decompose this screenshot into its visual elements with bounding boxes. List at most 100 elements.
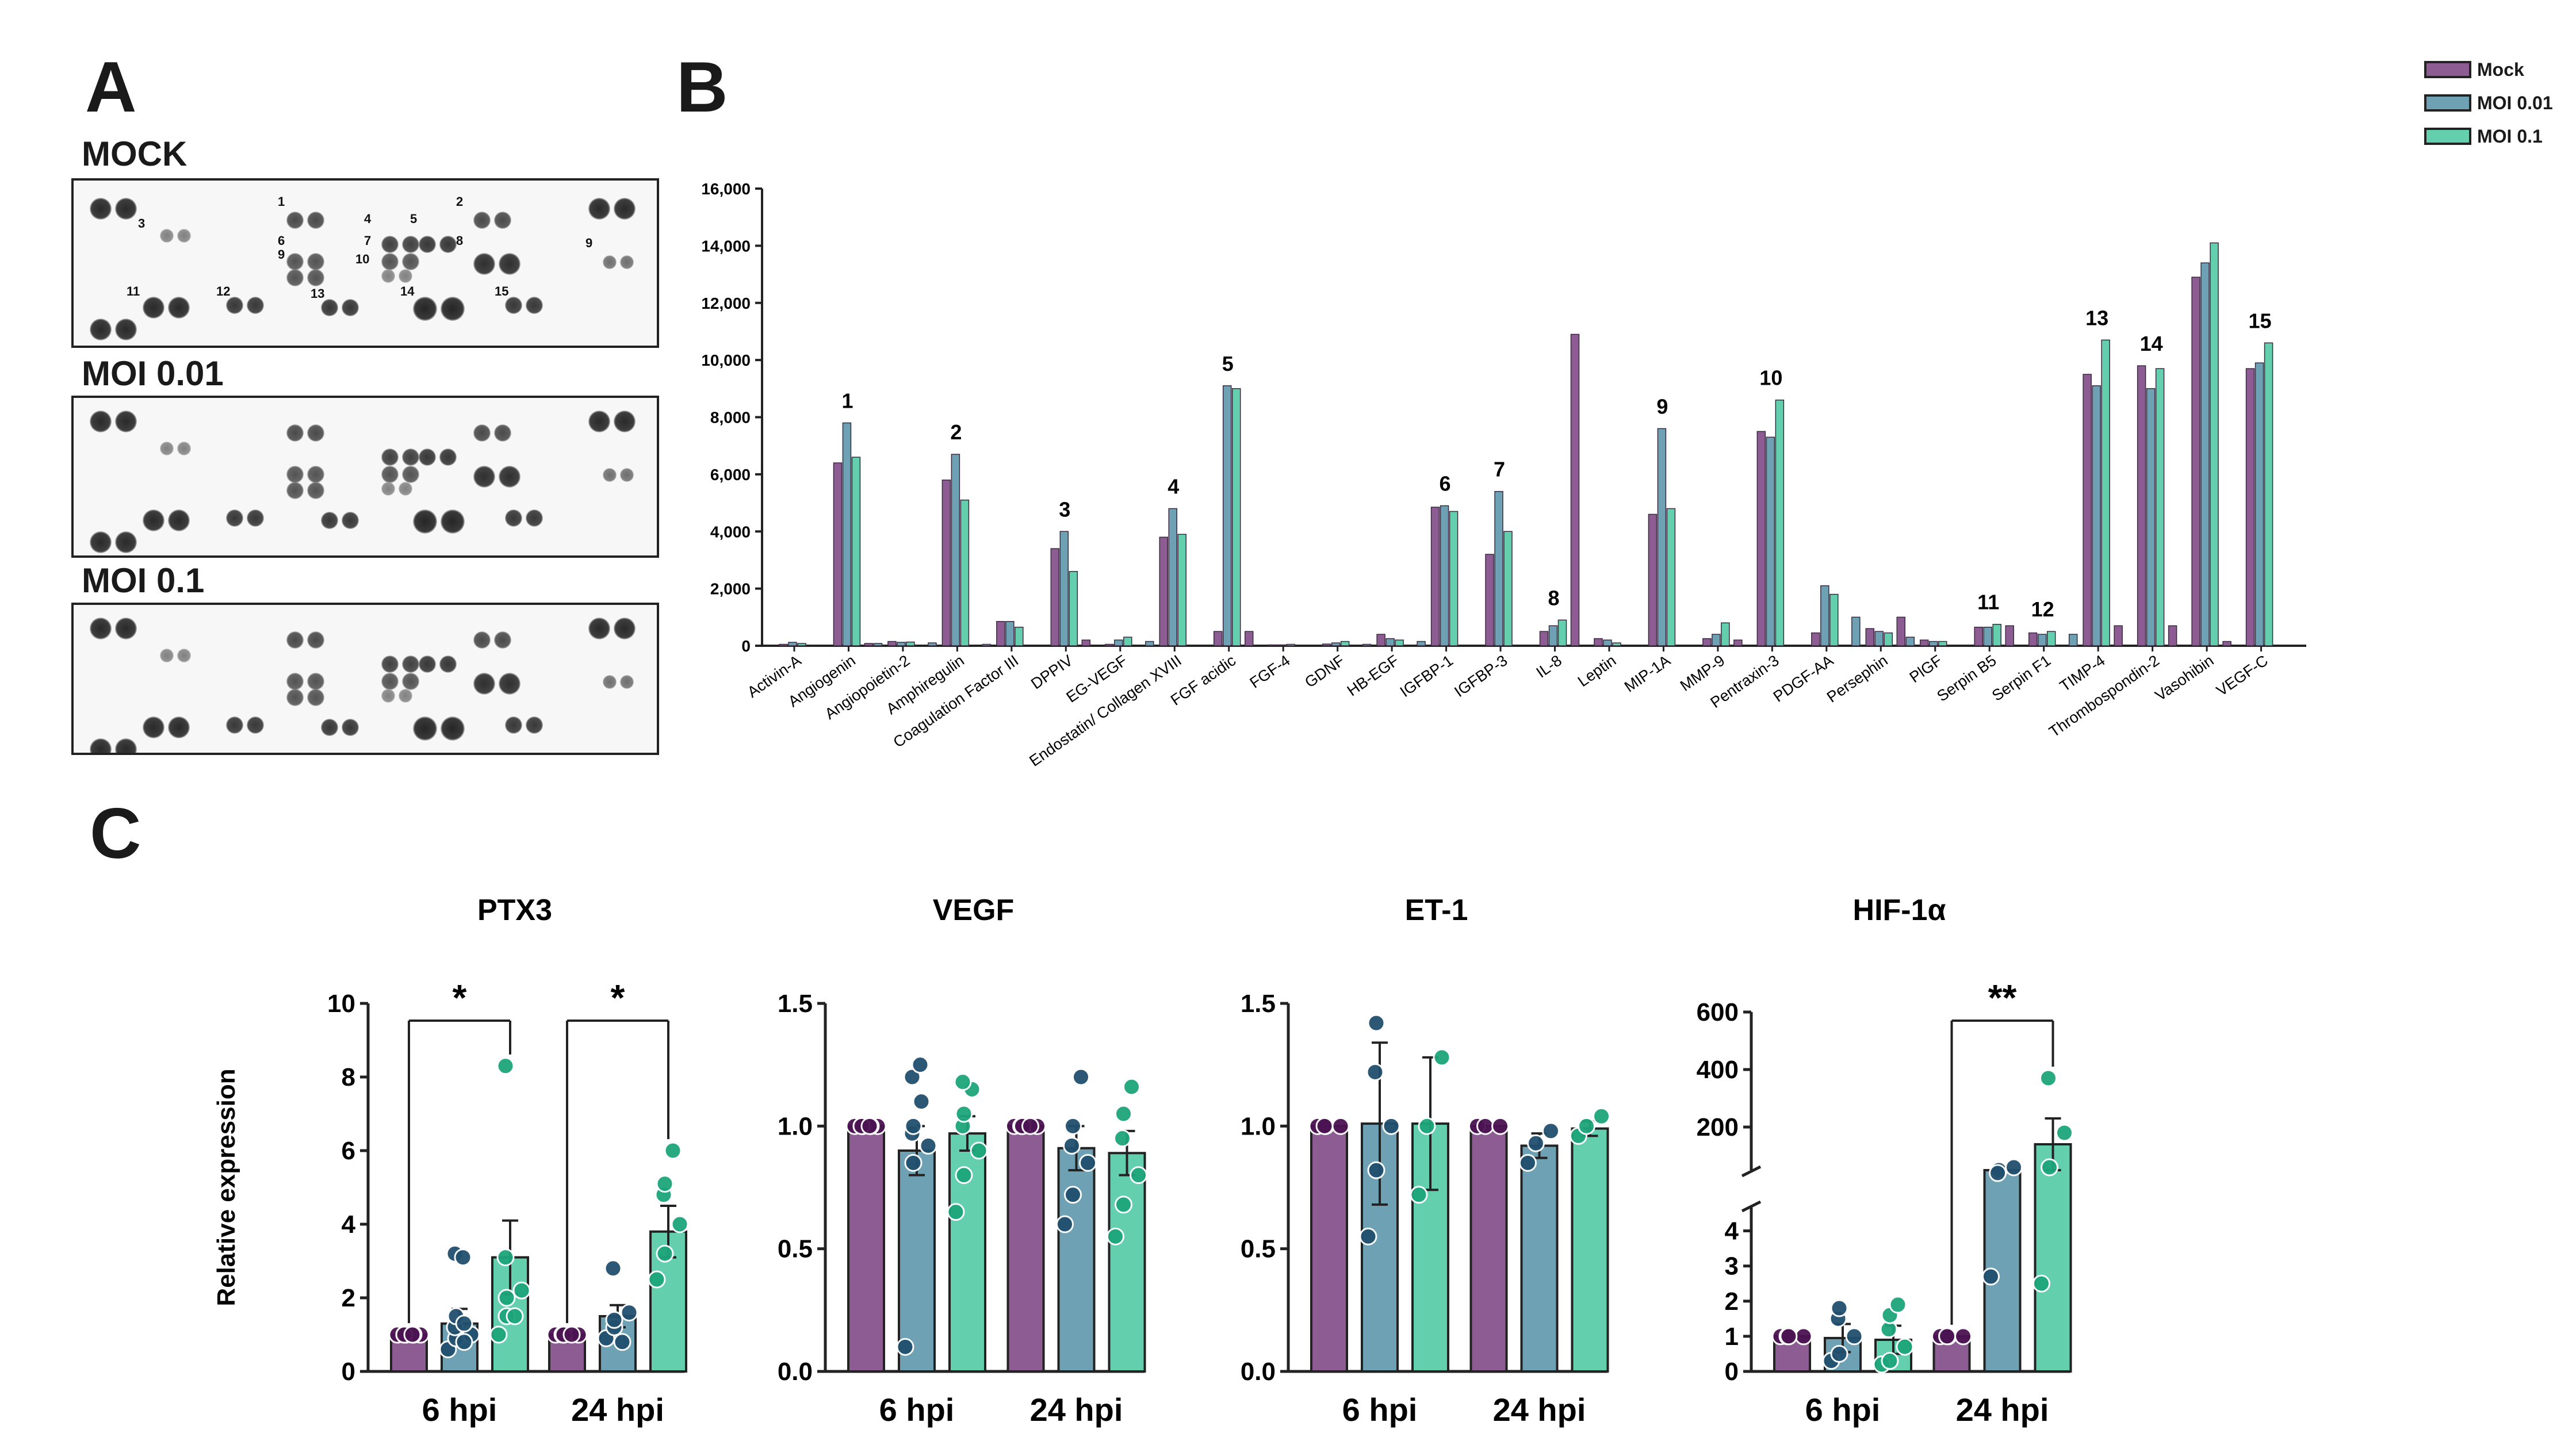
blot-spot <box>381 689 395 703</box>
bar-annotation: 1 <box>841 389 853 412</box>
x-tick-label: DPPIV <box>1028 651 1076 692</box>
bar-moi-0-01 <box>1057 1147 1096 1373</box>
data-point <box>1315 1117 1334 1135</box>
data-point <box>496 1057 515 1075</box>
legend-label: Mock <box>2477 59 2524 80</box>
blot-spot <box>321 512 338 529</box>
data-point <box>613 1333 631 1351</box>
blot-spot <box>307 212 324 229</box>
bar-mock <box>1920 639 1929 646</box>
bar-mock <box>847 1125 885 1373</box>
legend-item-mock: Mock <box>2424 53 2553 86</box>
x-tick-label: VEGF-C <box>2213 651 2271 699</box>
data-point <box>954 1073 972 1091</box>
blot-spot <box>143 509 164 531</box>
bar-annotation: 5 <box>1222 352 1234 375</box>
blot-spot <box>505 297 522 314</box>
blot-spot <box>381 482 395 496</box>
blot-spot <box>413 716 437 741</box>
blot-spot <box>160 649 174 662</box>
y-tick-label: 1.0 <box>1241 1112 1276 1140</box>
bar-moi-0-01 <box>2037 634 2047 646</box>
legend-swatch-moi01 <box>2424 128 2471 145</box>
bar-mock <box>1430 507 1440 646</box>
panel-label-c: C <box>90 794 141 873</box>
bar-mock <box>1756 431 1766 646</box>
data-point <box>1064 1117 1082 1135</box>
blot-spot-label: 2 <box>456 194 464 209</box>
bar-mock <box>1006 1125 1045 1373</box>
y-tick-label: 0.0 <box>1241 1358 1276 1386</box>
data-point <box>970 1141 988 1160</box>
bar-secondary <box>1851 616 1861 646</box>
x-tick-label: Serpin B5 <box>1934 651 1999 705</box>
bar-secondary <box>2114 625 2123 646</box>
blot-spot <box>247 297 264 314</box>
data-point <box>562 1325 581 1344</box>
bar-moi-0-01 <box>788 642 797 646</box>
bar-secondary <box>1145 641 1154 646</box>
blot-spot <box>439 656 457 673</box>
blot-spot <box>494 631 511 649</box>
data-point <box>1130 1166 1147 1185</box>
bar-mock <box>2137 365 2146 646</box>
blot-spot <box>473 424 491 442</box>
chart-title: ET-1 <box>1405 894 1468 927</box>
bar-moi-0-01 <box>1548 625 1558 646</box>
blot-spot <box>286 673 304 690</box>
blot-spot <box>168 509 190 531</box>
data-point <box>1367 1161 1385 1179</box>
blot-moi001 <box>71 396 659 558</box>
bar-annotation: 13 <box>2085 306 2108 329</box>
blot-title-moi01: MOI 0.1 <box>82 561 205 600</box>
data-point <box>1476 1117 1494 1135</box>
data-point <box>955 1166 973 1185</box>
panel-label-a: A <box>85 48 137 127</box>
bar-moi-0-1 <box>1571 1127 1609 1373</box>
y-tick-label: 1.0 <box>778 1112 813 1140</box>
bar-mock <box>1594 638 1603 646</box>
x-tick-label: GDNF <box>1302 651 1348 691</box>
bar-moi-0-1 <box>1503 531 1513 646</box>
bar-mock <box>1322 643 1331 646</box>
blot-spot <box>381 236 399 253</box>
data-point <box>1072 1068 1090 1086</box>
y-tick-label: 1 <box>1725 1323 1739 1351</box>
bar-moi-0-1 <box>851 457 861 646</box>
blot-spot <box>342 299 359 316</box>
bar-moi-0-1 <box>1938 641 1947 646</box>
x-tick-label: 24 hpi <box>1030 1392 1123 1428</box>
blot-spot <box>499 466 520 488</box>
data-point <box>1845 1327 1863 1346</box>
blot-spot-label: 15 <box>495 284 509 298</box>
data-point <box>860 1117 879 1135</box>
data-point <box>947 1203 965 1221</box>
blot-spot <box>90 319 112 340</box>
bar-moi-0-01 <box>1385 638 1395 646</box>
bar-mock <box>1268 644 1277 646</box>
bar-mock <box>1539 631 1549 646</box>
bar-mock <box>1974 626 1983 646</box>
bar-moi-0-01 <box>842 422 852 646</box>
significance-label: * <box>611 977 625 1018</box>
bar-moi-0-01 <box>2146 388 2156 646</box>
bar-moi-0-01 <box>1494 490 1503 646</box>
blot-spot-label: 14 <box>400 284 415 298</box>
data-point <box>1113 1129 1131 1148</box>
x-tick-label: Serpin F1 <box>1989 651 2054 704</box>
x-tick-label: 24 hpi <box>1493 1392 1586 1428</box>
blot-spot <box>588 198 610 220</box>
bar-annotation: 2 <box>950 420 962 444</box>
blot-spot <box>90 738 112 753</box>
blot-spot <box>620 675 634 689</box>
blot-spot <box>614 411 636 432</box>
bar-moi-0-01 <box>1766 436 1775 646</box>
bar-annotation: 3 <box>1059 497 1070 521</box>
bar-secondary <box>1244 631 1254 646</box>
data-point <box>1359 1227 1377 1245</box>
data-point <box>497 1289 516 1307</box>
chart-title: PTX3 <box>477 894 552 927</box>
data-point <box>1410 1186 1428 1204</box>
bar-secondary <box>873 643 883 646</box>
blot-spot-label: 5 <box>410 212 418 226</box>
